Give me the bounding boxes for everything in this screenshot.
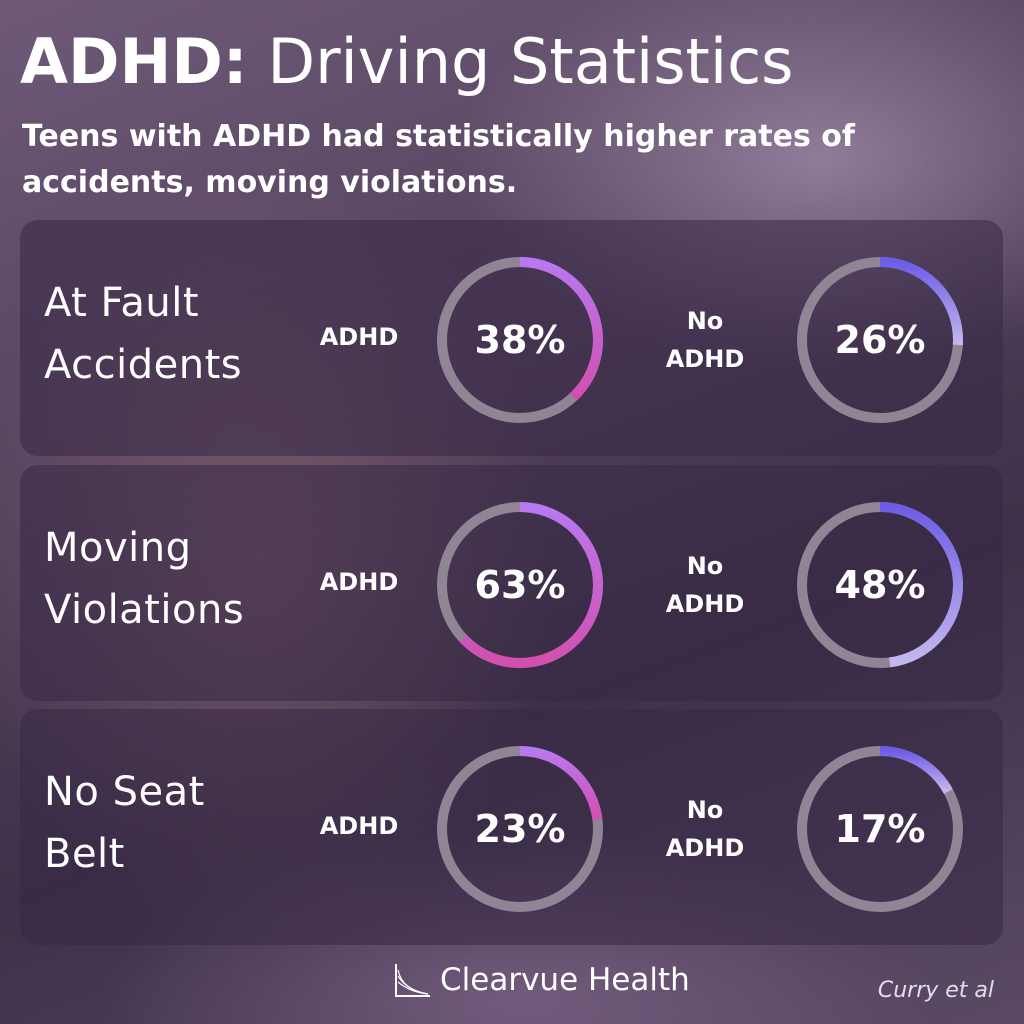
citation: Curry et al	[877, 978, 994, 1003]
group-label-no-adhd: No ADHD	[635, 547, 775, 623]
panel-label-line2: Accidents	[44, 342, 243, 388]
group-label-adhd-2: ADHD	[665, 345, 745, 373]
group-label-no-adhd: No ADHD	[635, 302, 775, 378]
panel-label-line2: Violations	[44, 587, 245, 633]
stat-panel-moving-violations: Moving Violations ADHD 63% No ADHD 48%	[20, 465, 1003, 701]
donut-adhd-value: 23%	[474, 807, 566, 851]
donut-adhd-svg	[437, 746, 603, 912]
panel-label-line1: At Fault	[44, 280, 200, 326]
group-label-adhd-2: ADHD	[665, 834, 745, 862]
donut-no-adhd: 48%	[790, 495, 970, 675]
page-title: ADHD: Driving Statistics	[20, 22, 793, 102]
group-label-no: No	[686, 307, 724, 335]
donut-adhd-svg	[437, 257, 603, 423]
donut-arc-no-adhd	[879, 502, 963, 668]
donut-no-adhd-value: 48%	[834, 563, 926, 607]
panel-label: Moving Violations	[44, 517, 294, 641]
donut-arc-adhd	[519, 746, 603, 820]
donut-arc-no-adhd	[879, 746, 953, 794]
donut-no-adhd-svg	[797, 502, 963, 668]
stat-panel-at-fault-accidents: At Fault Accidents ADHD 38% No ADHD 26%	[20, 220, 1003, 456]
group-label-adhd-2: ADHD	[665, 590, 745, 618]
stat-panel-no-seat-belt: No Seat Belt ADHD 23% No ADHD 17%	[20, 709, 1003, 945]
donut-adhd-svg	[437, 502, 603, 668]
panel-label-line1: Moving	[44, 525, 192, 571]
donut-arc-no-adhd	[879, 257, 963, 346]
panel-label-line2: Belt	[44, 831, 125, 877]
group-label-no: No	[686, 552, 724, 580]
panel-label: No Seat Belt	[44, 761, 294, 885]
group-label-adhd: ADHD	[319, 568, 399, 596]
donut-no-adhd-value: 26%	[834, 318, 926, 362]
donut-arc-adhd	[519, 257, 603, 401]
donut-adhd: 23%	[430, 739, 610, 919]
donut-arc-adhd	[459, 502, 603, 668]
panel-label: At Fault Accidents	[44, 272, 294, 396]
group-label-no-adhd: No ADHD	[635, 791, 775, 867]
donut-adhd: 38%	[430, 250, 610, 430]
donut-adhd-value: 63%	[474, 563, 566, 607]
group-label-adhd: ADHD	[319, 812, 399, 840]
brand-logo: Clearvue Health	[392, 958, 690, 1002]
group-label-no: No	[686, 796, 724, 824]
brand-name: Clearvue Health	[440, 962, 690, 998]
title-rest: Driving Statistics	[267, 25, 794, 98]
panel-label-line1: No Seat	[44, 769, 205, 815]
donut-adhd-value: 38%	[474, 318, 566, 362]
donut-adhd: 63%	[430, 495, 610, 675]
clearvue-logo-icon	[395, 964, 430, 997]
donut-no-adhd-value: 17%	[834, 807, 926, 851]
donut-no-adhd-svg	[797, 746, 963, 912]
donut-no-adhd: 17%	[790, 739, 970, 919]
donut-no-adhd: 26%	[790, 250, 970, 430]
title-bold: ADHD:	[20, 25, 248, 98]
page-subtitle: Teens with ADHD had statistically higher…	[22, 119, 855, 200]
donut-no-adhd-svg	[797, 257, 963, 423]
group-label-adhd: ADHD	[319, 323, 399, 351]
